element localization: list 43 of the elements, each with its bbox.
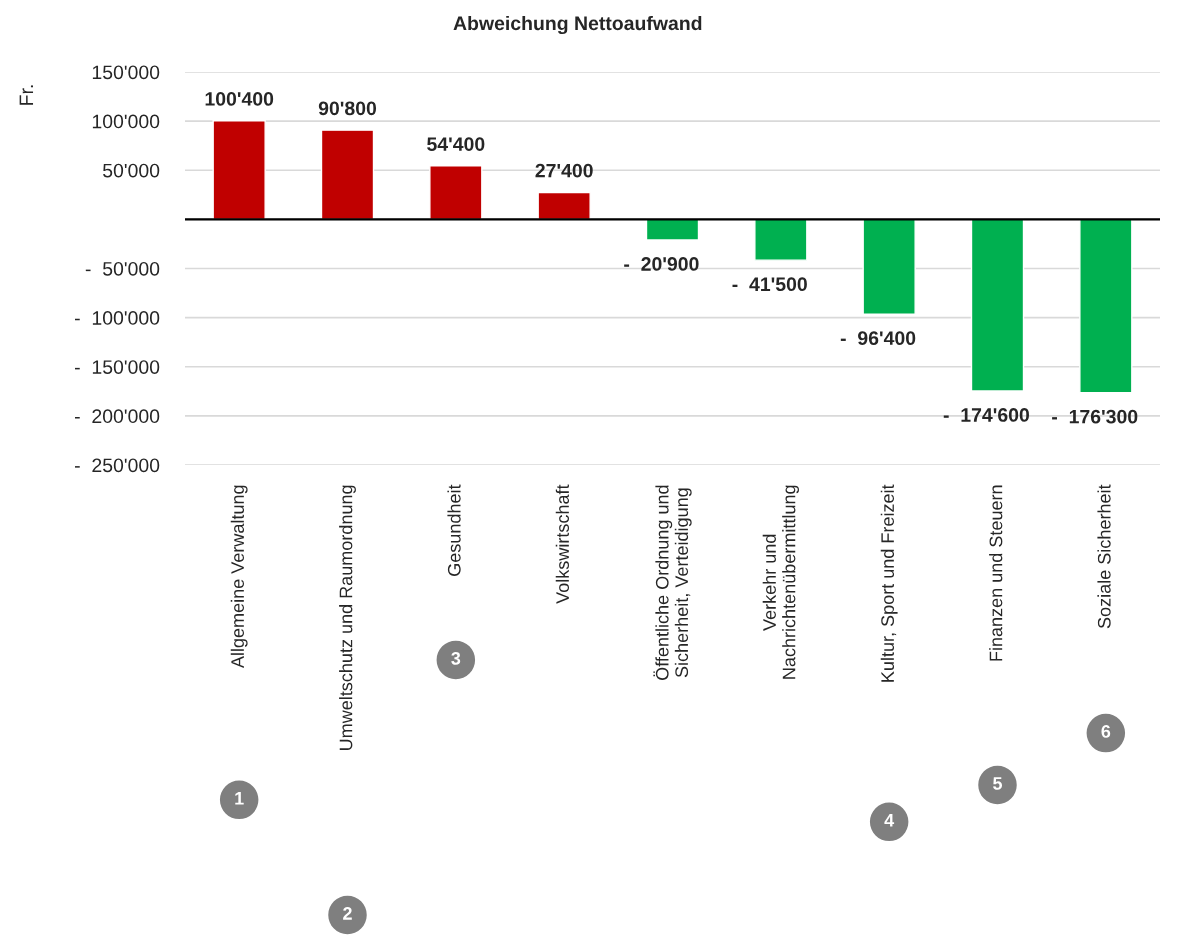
- text: 1: [235, 792, 244, 805]
- data-label: 27'400: [535, 163, 593, 178]
- data-label: 100'400: [205, 92, 274, 106]
- data-label: - 20'900: [624, 257, 699, 271]
- bar: [645, 218, 700, 241]
- text: 3: [451, 651, 461, 665]
- data-label: - 174'600: [943, 408, 1029, 422]
- text: 4: [884, 814, 895, 827]
- x-tick-label: Soziale Sicherheit: [1097, 484, 1111, 629]
- data-label: 54'400: [427, 137, 485, 151]
- x-tick-label: Kultur, Sport und Freizeit: [880, 484, 898, 682]
- bar: [212, 120, 266, 221]
- bar: [1079, 218, 1133, 394]
- bar: [537, 191, 591, 221]
- y-tick-label: 100'000: [92, 114, 160, 129]
- text: 5: [993, 777, 1003, 790]
- data-label: - 41'500: [732, 277, 807, 292]
- y-tick-label: - 250'000: [74, 458, 160, 473]
- x-tick-label: Finanzen und Steuern: [989, 485, 1003, 661]
- y-tick-label: - 50'000: [85, 261, 160, 276]
- y-tick-label: - 150'000: [74, 360, 160, 374]
- x-tick-label: Volkswirtschaft: [555, 484, 570, 604]
- x-tick-label: Verkehr und Nachrichtenübermittlung: [762, 485, 799, 679]
- data-label: - 176'300: [1052, 409, 1138, 424]
- data-label: 90'800: [318, 101, 377, 116]
- y-tick-label: - 200'000: [74, 409, 160, 424]
- x-tick-label: Gesundheit: [447, 484, 461, 576]
- x-tick-label: Allgemeine Verwaltung: [230, 485, 248, 669]
- y-tick-label: - 100'000: [74, 311, 160, 325]
- text: 2: [343, 907, 352, 920]
- bar: [754, 218, 808, 261]
- bar: [429, 165, 483, 221]
- text: 6: [1101, 725, 1111, 738]
- y-axis-title: Fr.: [19, 85, 34, 105]
- bar: [862, 218, 916, 315]
- x-tick-label: Öffentliche Ordnung und Sicherheit, Verteidigung: [653, 485, 692, 680]
- chart-title: Abweichung Nettoaufwand: [453, 15, 702, 35]
- data-label: - 96'400: [840, 331, 916, 346]
- x-tick-label: Umweltschutz und Raumordnung: [339, 485, 356, 750]
- y-tick-label: 50'000: [103, 163, 160, 178]
- y-tick-label: 150'000: [92, 65, 160, 80]
- bar: [970, 218, 1025, 392]
- bar: [320, 129, 375, 221]
